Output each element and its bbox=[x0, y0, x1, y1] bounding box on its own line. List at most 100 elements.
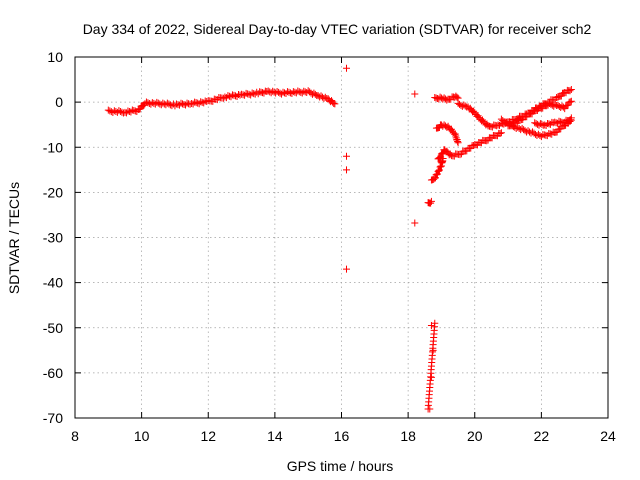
data-point bbox=[291, 88, 299, 96]
data-point bbox=[496, 129, 504, 137]
data-point bbox=[566, 98, 574, 106]
data-point bbox=[244, 90, 252, 98]
x-tick-label: 18 bbox=[400, 428, 416, 444]
x-tick-label: 24 bbox=[600, 428, 616, 444]
data-point bbox=[273, 87, 281, 95]
data-point bbox=[551, 101, 559, 109]
data-point bbox=[279, 88, 287, 96]
data-point bbox=[191, 98, 199, 106]
x-tick-label: 16 bbox=[334, 428, 350, 444]
data-point bbox=[461, 102, 469, 110]
data-point bbox=[180, 100, 188, 108]
chart-title: Day 334 of 2022, Sidereal Day-to-day VTE… bbox=[83, 21, 592, 37]
data-point bbox=[104, 106, 112, 114]
data-point bbox=[177, 99, 185, 107]
data-point bbox=[116, 107, 124, 115]
data-point bbox=[430, 175, 438, 183]
data-point bbox=[188, 99, 196, 107]
data-point bbox=[286, 89, 294, 97]
outlier-point bbox=[342, 152, 350, 160]
x-tick-label: 22 bbox=[534, 428, 550, 444]
x-tick-label: 20 bbox=[467, 428, 483, 444]
outlier-point bbox=[342, 265, 350, 273]
data-point bbox=[239, 91, 247, 99]
data-point bbox=[197, 98, 205, 106]
data-point bbox=[444, 122, 452, 130]
data-point bbox=[566, 87, 574, 95]
data-point bbox=[435, 154, 443, 162]
data-point bbox=[311, 90, 319, 98]
data-point bbox=[280, 89, 288, 97]
data-point bbox=[248, 89, 256, 97]
data-point bbox=[545, 100, 553, 108]
data-point bbox=[434, 167, 442, 175]
data-point bbox=[221, 93, 229, 101]
data-point bbox=[198, 98, 206, 106]
data-point bbox=[172, 100, 180, 108]
x-tick-label: 14 bbox=[267, 428, 283, 444]
data-point bbox=[331, 100, 339, 108]
data-point bbox=[228, 91, 236, 99]
data-point bbox=[192, 99, 200, 107]
data-point bbox=[303, 88, 311, 96]
y-tick-label: -50 bbox=[43, 320, 63, 336]
data-point bbox=[471, 109, 479, 117]
data-point bbox=[435, 167, 443, 175]
data-point bbox=[536, 131, 544, 139]
outlier-point bbox=[342, 64, 350, 72]
axis-ticks: 8 10 12 14 16 18 20 22 24 10 0 -10 -20 -30 -40 -50 -60 -7… bbox=[43, 49, 616, 444]
data-point bbox=[474, 112, 482, 120]
data-point bbox=[225, 92, 233, 100]
data-point bbox=[297, 88, 305, 96]
data-point bbox=[300, 87, 308, 95]
data-point bbox=[179, 100, 187, 108]
data-point bbox=[567, 85, 575, 93]
outlier-point bbox=[411, 219, 419, 227]
data-point bbox=[242, 89, 250, 97]
x-tick-label: 8 bbox=[71, 428, 79, 444]
data-point bbox=[567, 116, 575, 124]
data-point bbox=[295, 88, 303, 96]
outlier-point bbox=[427, 373, 435, 381]
data-point bbox=[555, 117, 563, 125]
y-axis-label: SDTVAR / TECUs bbox=[6, 182, 22, 294]
y-tick-label: 10 bbox=[47, 49, 63, 65]
y-tick-label: -30 bbox=[43, 230, 63, 246]
data-point bbox=[436, 154, 444, 162]
data-point bbox=[447, 125, 455, 133]
data-point bbox=[436, 163, 444, 171]
data-point bbox=[435, 166, 443, 174]
data-point bbox=[153, 98, 161, 106]
y-tick-label: -20 bbox=[43, 184, 63, 200]
data-point bbox=[437, 150, 445, 158]
data-point bbox=[438, 149, 446, 157]
data-point bbox=[245, 90, 253, 98]
data-point bbox=[453, 93, 461, 101]
data-point bbox=[219, 94, 227, 102]
data-point bbox=[294, 87, 302, 95]
data-point bbox=[194, 99, 202, 107]
y-tick-label: -70 bbox=[43, 410, 63, 426]
data-point bbox=[427, 199, 435, 207]
data-point bbox=[289, 88, 297, 96]
data-point bbox=[163, 99, 171, 107]
grid bbox=[75, 57, 608, 418]
y-tick-label: -10 bbox=[43, 139, 63, 155]
data-point bbox=[437, 153, 445, 161]
data-point bbox=[232, 92, 240, 100]
data-point bbox=[292, 89, 300, 97]
data-point bbox=[174, 101, 182, 109]
data-point bbox=[536, 120, 544, 128]
y-tick-label: -60 bbox=[43, 365, 63, 381]
data-point bbox=[298, 89, 306, 97]
data-point bbox=[166, 101, 174, 109]
data-point bbox=[567, 97, 575, 105]
data-point bbox=[443, 147, 451, 155]
data-point bbox=[224, 92, 232, 100]
data-series bbox=[104, 64, 575, 413]
outlier-point bbox=[411, 90, 419, 98]
data-point bbox=[321, 93, 329, 101]
data-point bbox=[531, 119, 539, 127]
data-point bbox=[238, 90, 246, 98]
